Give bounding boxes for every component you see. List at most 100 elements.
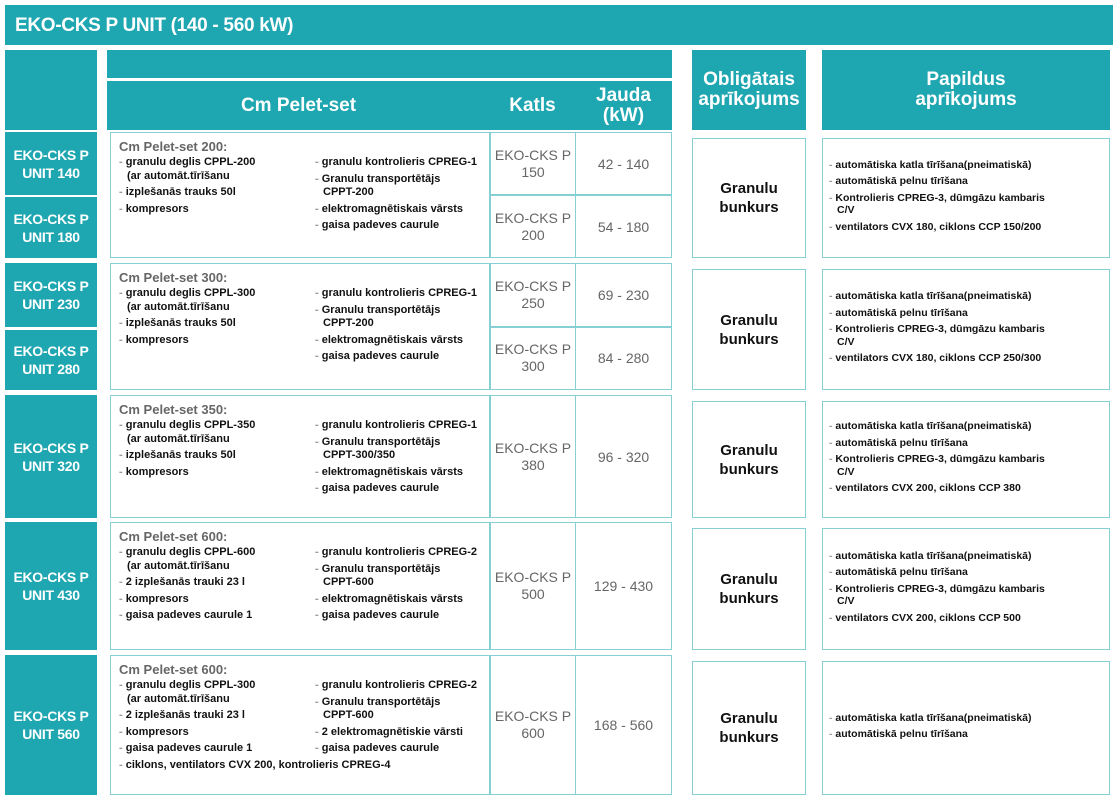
list-item: izplešanās trauks 50l — [119, 186, 315, 200]
unit-label: EKO-CKS P UNIT 320 — [5, 395, 97, 518]
list-item: automātiska katla tīrīšana(pneimatiskā) — [829, 712, 1109, 725]
pelet-set-cell: Cm Pelet-set 200: granulu deglis CPPL-200… — [110, 132, 490, 258]
list-item: automātiska katla tīrīšana(pneimatiskā) — [829, 420, 1109, 433]
pelet-set-cell: Cm Pelet-set 600: granulu deglis CPPL-600… — [110, 522, 490, 650]
list-item: automātiskā pelnu tīrīšana — [829, 307, 1109, 320]
pelet-set-left-list: granulu deglis CPPL-300 (ar automāt.tīrī… — [119, 287, 315, 367]
pelet-set-items: granulu deglis CPPL-600 (ar automāt.tīrī… — [119, 546, 483, 626]
optional-equipment-cell: automātiska katla tīrīšana(pneimatiskā) a… — [822, 138, 1110, 258]
list-item: 2 izplešanās trauki 23 l — [119, 709, 315, 723]
list-item-extra: ciklons, ventilators CVX 200, kontrolier… — [119, 759, 483, 772]
pelet-set-cell: Cm Pelet-set 350: granulu deglis CPPL-350… — [110, 395, 490, 518]
list-item: granulu kontrolieris CPREG-2 — [315, 546, 483, 560]
list-item: automātiskā pelnu tīrīšana — [829, 437, 1109, 450]
pelet-set-title: Cm Pelet-set 300: — [119, 270, 228, 285]
list-item: granulu deglis CPPL-200 (ar automāt.tīrī… — [119, 156, 315, 183]
header-cm-pelet-set: Cm Pelet-set — [107, 81, 490, 130]
list-item: kompresors — [119, 203, 315, 217]
page-title: EKO-CKS P UNIT (140 - 560 kW) — [5, 5, 1113, 45]
jauda-cell: 129 - 430 — [575, 522, 672, 650]
katls-cell: EKO-CKS P 500 — [490, 522, 576, 650]
unit-label: EKO-CKS P UNIT 140 — [5, 132, 97, 195]
list-item: automātiska katla tīrīšana(pneimatiskā) — [829, 290, 1109, 303]
unit-label: EKO-CKS P UNIT 230 — [5, 263, 97, 327]
unit-label: EKO-CKS P UNIT 280 — [5, 330, 97, 390]
jauda-cell: 168 - 560 — [575, 655, 672, 795]
list-item: granulu kontrolieris CPREG-2 — [315, 679, 483, 693]
list-item: kompresors — [119, 466, 315, 480]
list-item: Granulu transportētājs CPPT-300/350 — [315, 436, 483, 463]
list-item: izplešanās trauks 50l — [119, 317, 315, 331]
katls-cell: EKO-CKS P 200 — [490, 195, 576, 258]
list-item: Kontrolieris CPREG-3, dūmgāzu kambaris C… — [829, 453, 1109, 478]
pelet-set-left-list: granulu deglis CPPL-350 (ar automāt.tīrī… — [119, 419, 315, 499]
list-item: ventilators CVX 180, ciklons CCP 150/200 — [829, 221, 1109, 234]
pelet-set-items: granulu deglis CPPL-300 (ar automāt.tīrī… — [119, 287, 483, 367]
list-item: 2 elektromagnētiskie vārsti — [315, 726, 483, 740]
pelet-set-right-list: granulu kontrolieris CPREG-1 Granulu tran… — [315, 287, 483, 367]
header-papildus: Papildus aprīkojums — [822, 50, 1110, 130]
list-item: gaisa padeves caurule — [315, 742, 483, 756]
list-item: kompresors — [119, 726, 315, 740]
list-item: elektromagnētiskais vārsts — [315, 466, 483, 480]
list-item: gaisa padeves caurule — [315, 609, 483, 623]
mandatory-equipment-cell: Granulu bunkurs — [692, 528, 806, 650]
header-katls: Katls — [490, 81, 575, 130]
list-item: automātiskā pelnu tīrīšana — [829, 566, 1109, 579]
mandatory-equipment-cell: Granulu bunkurs — [692, 401, 806, 518]
pelet-set-right-list: granulu kontrolieris CPREG-2 Granulu tran… — [315, 679, 483, 759]
list-item: granulu kontrolieris CPREG-1 — [315, 156, 483, 170]
list-item: granulu kontrolieris CPREG-1 — [315, 287, 483, 301]
pelet-set-right-list: granulu kontrolieris CPREG-2 Granulu tran… — [315, 546, 483, 626]
list-item: granulu deglis CPPL-350 (ar automāt.tīrī… — [119, 419, 315, 446]
katls-cell: EKO-CKS P 150 — [490, 132, 576, 195]
list-item: elektromagnētiskais vārsts — [315, 203, 483, 217]
unit-label: EKO-CKS P UNIT 430 — [5, 522, 97, 650]
list-item: automātiskā pelnu tīrīšana — [829, 175, 1109, 188]
pelet-set-left-list: granulu deglis CPPL-200 (ar automāt.tīrī… — [119, 156, 315, 236]
list-item: gaisa padeves caurule 1 — [119, 742, 315, 756]
unit-label: EKO-CKS P UNIT 560 — [5, 655, 97, 795]
mandatory-equipment-cell: Granulu bunkurs — [692, 138, 806, 258]
list-item: Granulu transportētājs CPPT-600 — [315, 696, 483, 723]
jauda-cell: 96 - 320 — [575, 395, 672, 518]
list-item: gaisa padeves caurule — [315, 219, 483, 233]
pelet-set-items: granulu deglis CPPL-350 (ar automāt.tīrī… — [119, 419, 483, 499]
jauda-cell: 54 - 180 — [575, 195, 672, 258]
mandatory-equipment-cell: Granulu bunkurs — [692, 269, 806, 390]
list-item: elektromagnētiskais vārsts — [315, 593, 483, 607]
unit-label: EKO-CKS P UNIT 180 — [5, 197, 97, 258]
list-item: Granulu transportētājs CPPT-200 — [315, 173, 483, 200]
list-item: Granulu transportētājs CPPT-200 — [315, 304, 483, 331]
list-item: Granulu transportētājs CPPT-600 — [315, 563, 483, 590]
pelet-set-title: Cm Pelet-set 200: — [119, 139, 228, 154]
optional-equipment-cell: automātiska katla tīrīšana(pneimatiskā) a… — [822, 661, 1110, 795]
pelet-set-cell: Cm Pelet-set 600: granulu deglis CPPL-300… — [110, 655, 490, 795]
jauda-cell: 42 - 140 — [575, 132, 672, 195]
katls-cell: EKO-CKS P 600 — [490, 655, 576, 795]
pelet-set-title: Cm Pelet-set 600: — [119, 529, 228, 544]
list-item: Kontrolieris CPREG-3, dūmgāzu kambaris C… — [829, 323, 1109, 348]
pelet-set-items: granulu deglis CPPL-200 (ar automāt.tīrī… — [119, 156, 483, 236]
pelet-set-right-list: granulu kontrolieris CPREG-1 Granulu tran… — [315, 156, 483, 236]
list-item: ventilators CVX 200, ciklons CCP 500 — [829, 612, 1109, 625]
list-item: automātiska katla tīrīšana(pneimatiskā) — [829, 159, 1109, 172]
header-obligatais: Obligātais aprīkojums — [692, 50, 806, 130]
list-item: automātiskā pelnu tīrīšana — [829, 728, 1109, 741]
pelet-set-items: granulu deglis CPPL-300 (ar automāt.tīrī… — [119, 679, 483, 759]
list-item: ventilators CVX 200, ciklons CCP 380 — [829, 482, 1109, 495]
list-item: ventilators CVX 180, ciklons CCP 250/300 — [829, 352, 1109, 365]
list-item: gaisa padeves caurule — [315, 482, 483, 496]
list-item: gaisa padeves caurule — [315, 350, 483, 364]
list-item: Kontrolieris CPREG-3, dūmgāzu kambaris C… — [829, 583, 1109, 608]
katls-cell: EKO-CKS P 380 — [490, 395, 576, 518]
header-top-band — [107, 50, 672, 78]
pelet-set-cell: Cm Pelet-set 300: granulu deglis CPPL-300… — [110, 263, 490, 390]
list-item: kompresors — [119, 593, 315, 607]
optional-equipment-cell: automātiska katla tīrīšana(pneimatiskā) a… — [822, 269, 1110, 390]
pelet-set-right-list: granulu kontrolieris CPREG-1 Granulu tran… — [315, 419, 483, 499]
pelet-set-left-list: granulu deglis CPPL-600 (ar automāt.tīrī… — [119, 546, 315, 626]
list-item: granulu deglis CPPL-300 (ar automāt.tīrī… — [119, 287, 315, 314]
optional-equipment-cell: automātiska katla tīrīšana(pneimatiskā) a… — [822, 528, 1110, 650]
katls-cell: EKO-CKS P 250 — [490, 263, 576, 327]
